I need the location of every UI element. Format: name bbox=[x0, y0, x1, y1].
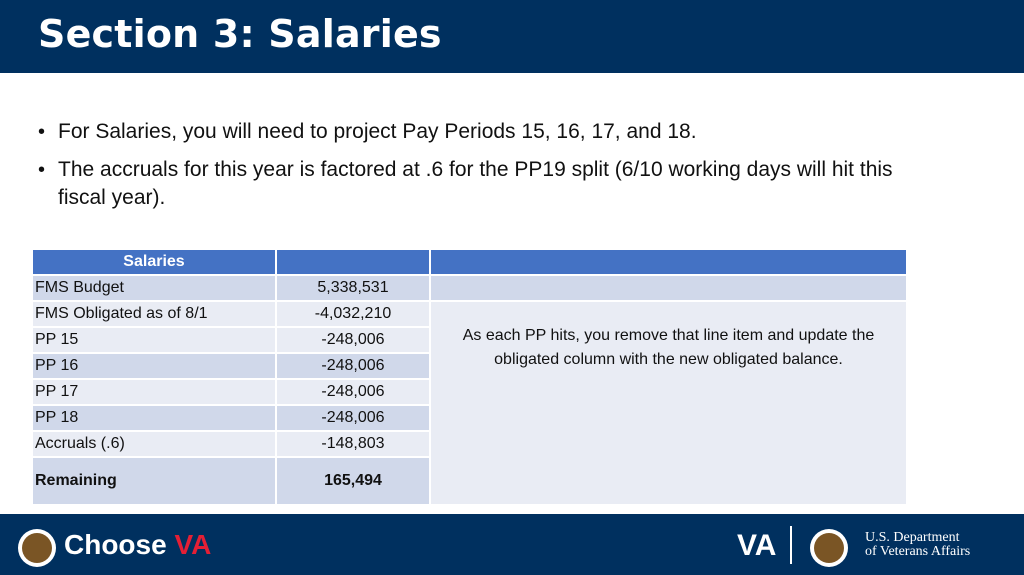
table-row: FMS Budget 5,338,531 bbox=[31, 274, 908, 302]
row-label: PP 16 bbox=[31, 352, 277, 380]
row-label: FMS Budget bbox=[31, 274, 277, 302]
row-label: Remaining bbox=[31, 456, 277, 506]
table-row: FMS Obligated as of 8/1 -4,032,210 As ea… bbox=[31, 300, 908, 506]
table-row: PP 16 -248,006 bbox=[31, 352, 907, 380]
row-label: PP 18 bbox=[31, 404, 277, 432]
row-value: 5,338,531 bbox=[275, 274, 431, 302]
column-header bbox=[275, 248, 431, 276]
empty-cell bbox=[429, 274, 908, 302]
slide-title: Section 3: Salaries bbox=[38, 12, 442, 56]
note-cell: As each PP hits, you remove that line it… bbox=[429, 300, 908, 506]
table-header-row: Salaries bbox=[31, 248, 908, 276]
logo-divider bbox=[790, 526, 792, 564]
row-value: -248,006 bbox=[275, 378, 431, 406]
bullet-icon: • bbox=[38, 159, 46, 181]
choose-va-logo: Choose VA bbox=[64, 529, 211, 561]
bullet-text: The accruals for this year is factored a… bbox=[58, 158, 893, 209]
table-row: PP 15 -248,006 bbox=[31, 326, 907, 354]
table-row: PP 18 -248,006 bbox=[31, 404, 907, 432]
va-seal-icon bbox=[18, 529, 56, 567]
row-value: -148,803 bbox=[275, 430, 431, 458]
row-value: -248,006 bbox=[275, 352, 431, 380]
brand-accent: VA bbox=[174, 529, 212, 560]
row-label: PP 17 bbox=[31, 378, 277, 406]
column-header bbox=[429, 248, 908, 276]
department-line: U.S. Department bbox=[865, 530, 960, 545]
department-name: U.S. Department of Veterans Affairs bbox=[865, 531, 970, 559]
salaries-table: Salaries FMS Budget 5,338,531 FMS Obliga… bbox=[31, 248, 908, 506]
bullet-item: • For Salaries, you will need to project… bbox=[38, 118, 898, 146]
va-logo: VA bbox=[737, 529, 777, 562]
row-value: -4,032,210 bbox=[275, 300, 431, 328]
bullet-item: • The accruals for this year is factored… bbox=[38, 156, 898, 212]
table-row: PP 17 -248,006 bbox=[31, 378, 907, 406]
table-row-remaining: Remaining 165,494 bbox=[31, 456, 907, 506]
row-value: 165,494 bbox=[275, 456, 431, 506]
footer-bar: Choose VA VA U.S. Department of Veterans… bbox=[0, 514, 1024, 575]
row-label: FMS Obligated as of 8/1 bbox=[31, 300, 277, 328]
bullet-text: For Salaries, you will need to project P… bbox=[58, 120, 697, 143]
brand-prefix: Choose bbox=[64, 529, 175, 560]
row-value: -248,006 bbox=[275, 326, 431, 354]
table-row: Accruals (.6) -148,803 bbox=[31, 430, 907, 458]
row-label: Accruals (.6) bbox=[31, 430, 277, 458]
row-label: PP 15 bbox=[31, 326, 277, 354]
department-line: of Veterans Affairs bbox=[865, 544, 971, 559]
bullet-icon: • bbox=[38, 121, 46, 143]
bullet-list: • For Salaries, you will need to project… bbox=[38, 118, 898, 222]
department-seal-icon bbox=[810, 529, 848, 567]
title-bar: Section 3: Salaries bbox=[0, 0, 1024, 73]
column-header: Salaries bbox=[31, 248, 277, 276]
row-value: -248,006 bbox=[275, 404, 431, 432]
